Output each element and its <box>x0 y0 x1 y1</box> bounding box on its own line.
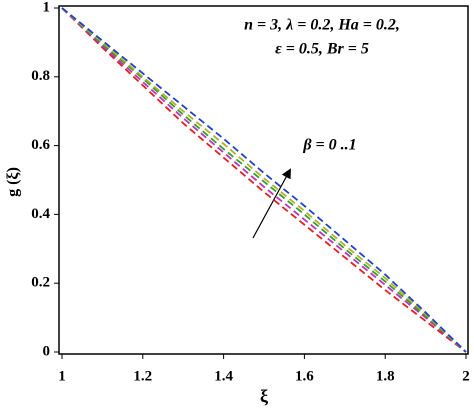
annotation: ε = 0.5, Br = 5 <box>275 41 369 58</box>
annotation: n = 3, λ = 0.2, Ha = 0.2, <box>244 17 400 34</box>
x-tick-label: 1.4 <box>214 368 233 384</box>
x-tick-label: 1.8 <box>376 368 395 384</box>
annotation: β = 0 ..1 <box>302 137 356 154</box>
y-tick-label: 0.4 <box>31 206 50 222</box>
series-line <box>61 7 467 353</box>
series-line <box>61 7 467 353</box>
y-tick-label: 0.8 <box>31 68 50 84</box>
y-tick-label: 0.2 <box>31 275 50 291</box>
x-tick-label: 1 <box>58 368 66 384</box>
plot-frame <box>58 5 469 355</box>
y-axis-label: g (ξ) <box>5 167 22 197</box>
y-tick-label: 0 <box>43 343 51 359</box>
x-tick-label: 1.6 <box>295 368 314 384</box>
series-line <box>61 7 467 353</box>
x-tick-label: 2 <box>462 368 470 384</box>
y-tick-label: 1 <box>43 0 51 15</box>
series-line <box>61 7 467 353</box>
x-axis-label: ξ <box>260 386 268 407</box>
x-tick-label: 1.2 <box>133 368 152 384</box>
arrow <box>252 168 291 239</box>
y-tick-label: 0.6 <box>31 137 50 153</box>
